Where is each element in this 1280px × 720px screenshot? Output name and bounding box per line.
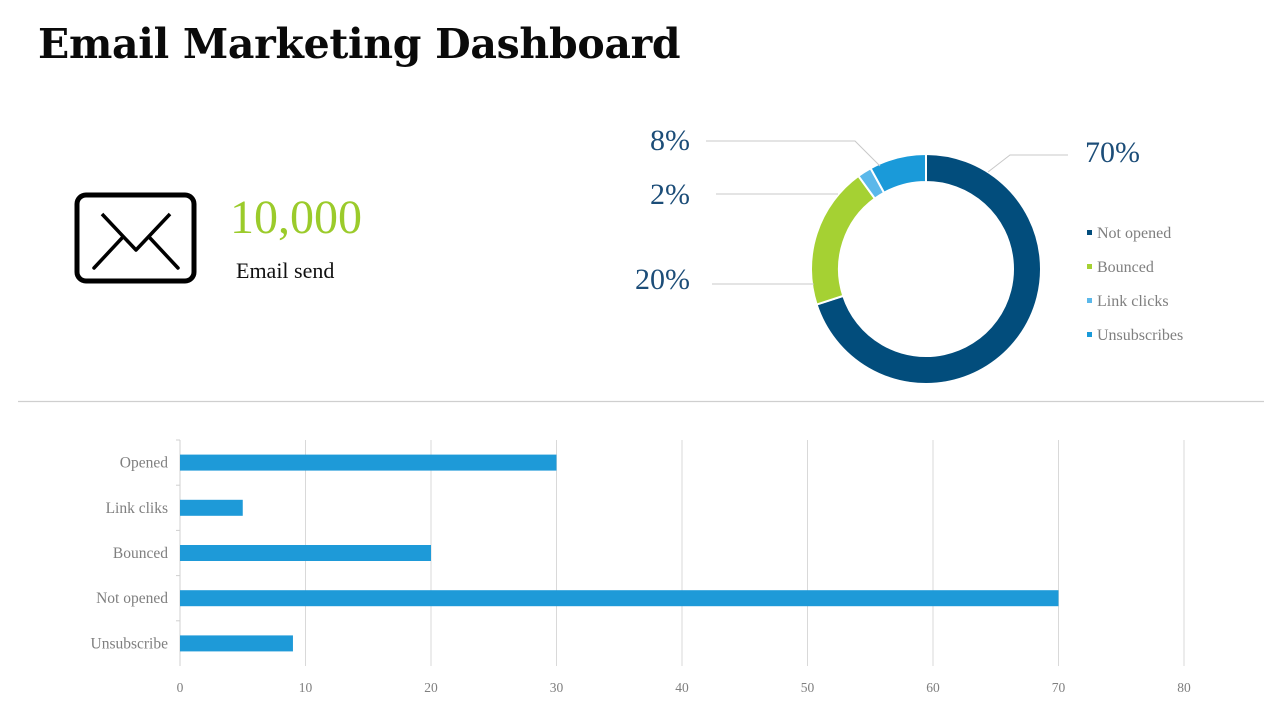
- percent-label-unsubscribes: 8%: [650, 124, 690, 157]
- bar-not-opened: [180, 590, 1059, 607]
- x-tick-label: 40: [675, 680, 689, 695]
- legend-swatch-not-opened: [1087, 230, 1092, 235]
- legend-label-link-clicks: Link clicks: [1097, 293, 1169, 310]
- bar-bounced: [180, 545, 431, 561]
- percent-label-bounced: 20%: [635, 263, 690, 296]
- page-title: Email Marketing Dashboard: [38, 20, 681, 68]
- envelope-icon: [74, 192, 197, 284]
- donut-slice-link-clicks: [857, 166, 886, 201]
- legend-swatch-link-clicks: [1087, 298, 1092, 303]
- bar-unsubscribe: [180, 635, 293, 652]
- legend-swatch-unsubscribes: [1087, 332, 1092, 337]
- category-label-opened: Opened: [120, 455, 168, 472]
- category-label-link-cliks: Link cliks: [106, 500, 168, 517]
- x-tick-label: 30: [550, 680, 564, 695]
- legend-label-not-opened: Not opened: [1097, 225, 1171, 242]
- legend-swatch-bounced: [1087, 264, 1092, 269]
- category-label-bounced: Bounced: [113, 545, 168, 562]
- x-tick-label: 20: [424, 680, 438, 695]
- emails-sent-value: 10,000: [230, 191, 362, 244]
- x-tick-label: 80: [1177, 680, 1191, 695]
- category-label-not-opened: Not opened: [96, 590, 168, 607]
- donut-slice-bounced: [810, 174, 877, 306]
- legend-label-unsubscribes: Unsubscribes: [1097, 327, 1183, 344]
- x-tick-label: 60: [926, 680, 940, 695]
- donut-slice-not-opened: [815, 152, 1042, 385]
- category-label-unsubscribe: Unsubscribe: [91, 635, 169, 652]
- percent-label-link-clicks: 2%: [650, 178, 690, 211]
- x-tick-label: 0: [177, 680, 184, 695]
- x-tick-label: 10: [299, 680, 313, 695]
- bar-opened: [180, 454, 557, 471]
- donut-slice-unsubscribes: [869, 152, 927, 195]
- bar-link-cliks: [180, 499, 243, 516]
- x-tick-label: 70: [1052, 680, 1066, 695]
- emails-sent-label: Email send: [236, 258, 335, 283]
- leader-line-not-opened: [987, 154, 1068, 173]
- x-tick-label: 50: [801, 680, 815, 695]
- leader-line-unsubscribes: [706, 140, 881, 167]
- percent-label-not-opened: 70%: [1085, 136, 1140, 169]
- legend-label-bounced: Bounced: [1097, 259, 1154, 276]
